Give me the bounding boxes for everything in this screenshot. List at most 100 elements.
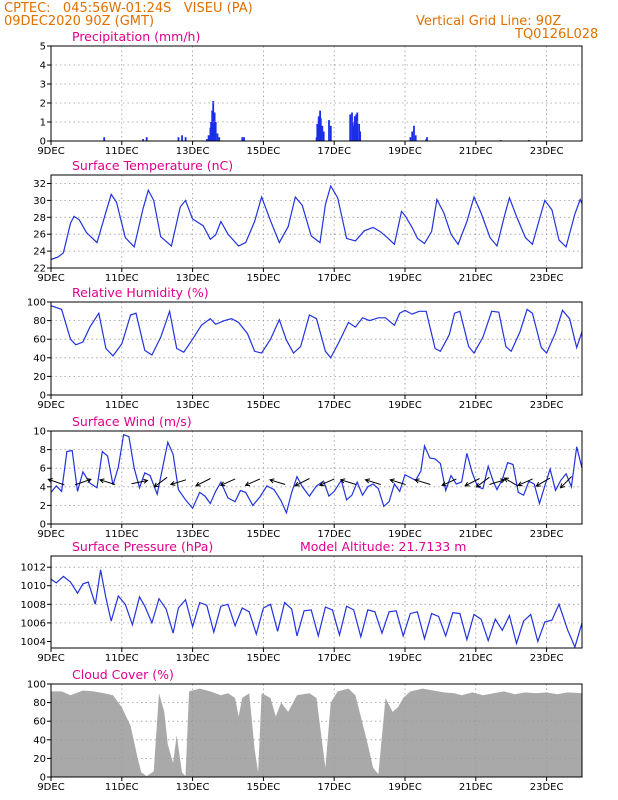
temp-xtick-label: 13DEC xyxy=(176,273,210,284)
wind-xtick-label: 9DEC xyxy=(37,529,64,540)
precip-bar xyxy=(206,139,208,141)
precip-bar xyxy=(210,122,212,141)
pres-xtick-label: 11DEC xyxy=(105,653,139,664)
cloud-ytick-label: 20 xyxy=(33,754,46,765)
wind-vector xyxy=(364,478,381,485)
precip-bar xyxy=(414,135,417,141)
pres-ytick-label: 1012 xyxy=(21,563,46,574)
temp-ytick-label: 24 xyxy=(33,247,46,258)
precip-bar xyxy=(213,112,216,141)
wind-ytick-label: 8 xyxy=(40,445,46,456)
precip-bar xyxy=(181,135,183,141)
rh-ytick-label: 100 xyxy=(27,298,46,309)
temp-ytick-label: 22 xyxy=(33,264,46,275)
temp-xtick-label: 23DEC xyxy=(530,273,564,284)
precip-bar xyxy=(207,135,210,141)
wind-vector xyxy=(195,478,211,487)
wind-vector xyxy=(339,478,357,485)
cloud-xtick-label: 13DEC xyxy=(176,782,210,793)
wind-vector xyxy=(464,478,480,487)
pres-ytick-label: 1010 xyxy=(21,581,46,592)
precip-panel: 0 1 2 3 4 5 9DEC 11DEC 13DEC 15DEC 17DEC 19DEC 21DEC… xyxy=(37,29,583,157)
cloud-xtick-label: 11DEC xyxy=(105,782,139,793)
rh-xtick-label: 11DEC xyxy=(105,400,139,411)
precip-bar xyxy=(352,125,355,141)
wind-vector xyxy=(131,478,149,485)
precip-bar xyxy=(218,137,221,141)
precip-bar xyxy=(411,131,414,141)
precip-ytick-label: 3 xyxy=(40,80,46,91)
cloud-ytick-label: 0 xyxy=(40,773,46,784)
rh-xtick-label: 17DEC xyxy=(317,400,351,411)
rh-xtick-label: 23DEC xyxy=(530,400,564,411)
pres-xtick-label: 13DEC xyxy=(176,653,210,664)
precip-xtick-label: 11DEC xyxy=(105,146,139,157)
cloud-ytick-label: 80 xyxy=(33,698,46,709)
wind-vector xyxy=(559,476,573,489)
precip-bar xyxy=(329,125,332,141)
temp-title: Surface Temperature (nC) xyxy=(72,158,233,173)
rh-panel: 0 20 40 60 80 100 9DEC 11DEC 13DEC 15DEC 17DEC 19DE… xyxy=(27,285,583,411)
wind-xtick-label: 17DEC xyxy=(317,529,351,540)
wind-panel: 0 2 4 6 8 10 9DEC 11DEC 13DEC 15DEC 17DEC 19DEC 21DE… xyxy=(33,414,583,540)
precip-ytick-label: 0 xyxy=(40,137,46,148)
temp-xtick-label: 17DEC xyxy=(317,273,351,284)
wind-vector xyxy=(389,478,406,485)
header-grid-line: Vertical Grid Line: 90Z xyxy=(416,14,562,29)
wind-vector xyxy=(414,478,431,485)
cloud-xtick-label: 21DEC xyxy=(459,782,493,793)
precip-bar xyxy=(142,139,144,141)
pres-ytick-label: 1008 xyxy=(21,600,46,611)
precip-bar xyxy=(355,114,358,141)
rh-xtick-label: 15DEC xyxy=(247,400,281,411)
pres-panel: 1004 1006 1008 1010 1012 9DEC 11DEC 13DEC 15DEC 1… xyxy=(21,539,583,664)
precip-xtick-label: 21DEC xyxy=(459,146,493,157)
cloud-xtick-label: 23DEC xyxy=(530,782,564,793)
precip-bar xyxy=(212,101,215,141)
precip-xtick-label: 15DEC xyxy=(247,146,281,157)
precip-ytick-label: 1 xyxy=(40,118,46,129)
pres-xtick-label: 21DEC xyxy=(459,653,493,664)
wind-ytick-label: 2 xyxy=(40,501,46,512)
temp-ytick-label: 30 xyxy=(33,196,46,207)
precip-xtick-label: 9DEC xyxy=(37,146,64,157)
temp-frame xyxy=(50,174,583,269)
cloud-ytick-label: 40 xyxy=(33,735,46,746)
wind-line xyxy=(50,433,583,515)
pres-xtick-label: 23DEC xyxy=(530,653,564,664)
rh-xtick-label: 13DEC xyxy=(176,400,210,411)
wind-vector xyxy=(517,478,533,487)
precip-title: Precipitation (mm/h) xyxy=(72,29,200,44)
rh-xtick-label: 19DEC xyxy=(388,400,422,411)
precip-bar xyxy=(349,114,352,141)
cloud-xtick-label: 17DEC xyxy=(317,782,351,793)
precip-xtick-label: 13DEC xyxy=(176,146,210,157)
wind-xtick-label: 19DEC xyxy=(388,529,422,540)
pres-line xyxy=(50,569,583,649)
wind-vector xyxy=(535,477,551,487)
wind-ytick-label: 0 xyxy=(40,520,46,531)
temp-xtick-label: 9DEC xyxy=(37,273,64,284)
pres-ytick-label: 1004 xyxy=(21,637,46,648)
pres-xtick-label: 9DEC xyxy=(37,653,64,664)
header-date: 09DEC2020 90Z (GMT) xyxy=(4,14,155,29)
cloud-ytick-label: 60 xyxy=(33,717,46,728)
rh-title: Relative Humidity (%) xyxy=(72,285,209,300)
precip-xtick-label: 23DEC xyxy=(530,146,564,157)
precip-bar xyxy=(177,137,180,141)
temp-xtick-label: 15DEC xyxy=(247,273,281,284)
header-model-id: TQ0126L028 xyxy=(515,27,599,42)
precip-ytick-label: 2 xyxy=(40,99,46,110)
precip-bar xyxy=(241,137,244,141)
pres-ytick-label: 1006 xyxy=(21,618,46,629)
wind-vector xyxy=(219,478,236,487)
rh-xtick-label: 9DEC xyxy=(37,400,64,411)
precip-ytick-label: 5 xyxy=(40,42,46,53)
wind-vector xyxy=(169,479,187,486)
precip-bar xyxy=(211,110,214,141)
rh-ytick-label: 20 xyxy=(33,372,46,383)
temp-line xyxy=(50,184,583,261)
pres-xtick-label: 15DEC xyxy=(247,653,281,664)
pres-title: Surface Pressure (hPa) xyxy=(72,539,213,554)
precip-bar xyxy=(184,137,187,141)
